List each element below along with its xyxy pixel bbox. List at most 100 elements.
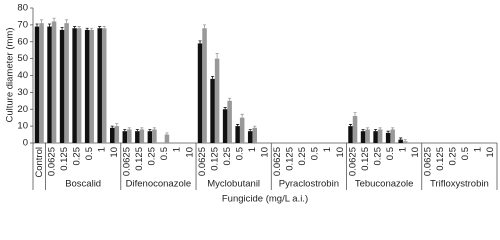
x-tick-label: 0.5 xyxy=(385,147,396,160)
x-tick-label: 0.25 xyxy=(222,147,233,166)
x-tick-label: 0.5 xyxy=(84,147,95,160)
bar xyxy=(247,131,253,143)
x-tick-label: 1 xyxy=(247,147,258,152)
error-bar xyxy=(102,26,106,29)
bar xyxy=(51,21,57,143)
bar xyxy=(377,129,383,143)
x-tick-label: 1 xyxy=(397,147,408,152)
error-bar xyxy=(215,53,219,59)
error-bar xyxy=(77,26,81,29)
y-tick-label: 40 xyxy=(17,70,28,81)
bar xyxy=(164,134,170,143)
group-label: Myclobutanil xyxy=(207,179,260,190)
error-bar xyxy=(349,124,353,127)
bar xyxy=(398,139,403,143)
x-tick-label: 0.125 xyxy=(134,147,145,171)
x-tick-label: 1 xyxy=(322,147,333,152)
bar xyxy=(360,131,366,143)
x-tick-label: 10 xyxy=(184,147,195,158)
error-bar xyxy=(152,127,156,130)
error-bar xyxy=(403,139,407,142)
error-bar xyxy=(48,23,52,27)
bar xyxy=(147,131,153,143)
bar xyxy=(348,126,353,143)
y-tick-label: 10 xyxy=(17,121,28,132)
y-tick-label: 50 xyxy=(17,53,28,64)
x-tick-label: 0.0625 xyxy=(347,147,358,176)
error-bar xyxy=(248,129,252,132)
error-bar xyxy=(115,123,119,127)
x-tick-label: 0.0625 xyxy=(272,147,283,176)
error-bar xyxy=(85,27,89,30)
x-tick-label: 0.125 xyxy=(59,147,70,171)
x-tick-label: 0.25 xyxy=(297,147,308,166)
bar xyxy=(227,100,232,143)
bar xyxy=(222,109,228,143)
error-bar xyxy=(123,129,127,132)
bar xyxy=(39,23,44,143)
x-tick-label: 10 xyxy=(335,147,346,158)
error-bar xyxy=(391,127,395,130)
x-tick-label: 10 xyxy=(410,147,421,158)
bar xyxy=(252,127,257,143)
error-bar xyxy=(60,27,64,30)
bar xyxy=(139,129,145,143)
x-tick-label: 0.0625 xyxy=(197,147,208,176)
x-tick-label: 0.125 xyxy=(360,147,371,171)
x-tick-label: 10 xyxy=(260,147,271,158)
bar xyxy=(373,131,378,143)
error-bar xyxy=(399,137,403,140)
error-bar xyxy=(65,19,69,24)
bar xyxy=(127,129,132,143)
error-bar xyxy=(366,127,370,130)
error-bar xyxy=(35,23,39,27)
x-tick-label: Control xyxy=(34,147,45,178)
bar xyxy=(152,129,157,143)
error-bar xyxy=(378,127,382,130)
bar xyxy=(34,26,40,143)
x-tick-label: 0.125 xyxy=(435,147,446,171)
bar xyxy=(76,28,82,143)
bar xyxy=(402,141,408,143)
error-bar xyxy=(198,40,202,44)
x-tick-label: 0.125 xyxy=(209,147,220,171)
error-bar xyxy=(253,125,257,128)
bar xyxy=(72,28,77,143)
x-tick-label: 0.5 xyxy=(310,147,321,160)
y-tick-label: 60 xyxy=(17,36,28,47)
bar xyxy=(122,131,128,143)
x-title: Fungicide (mg/L a.i.) xyxy=(222,194,308,205)
error-bar xyxy=(73,26,77,29)
group-label: Pyraclostrobin xyxy=(279,179,339,190)
bar xyxy=(385,132,391,143)
x-tick-label: 0.5 xyxy=(234,147,245,160)
chart: Culture diameter (mm) Fungicide (mg/L a.… xyxy=(5,3,498,205)
x-tick-label: 0.0625 xyxy=(423,147,434,176)
error-bar xyxy=(236,124,240,127)
x-tick-label: 10 xyxy=(109,147,120,158)
bar xyxy=(59,29,65,143)
bar xyxy=(89,29,94,143)
error-bar xyxy=(140,127,144,130)
x-tick-label: 0.5 xyxy=(460,147,471,160)
bar xyxy=(235,126,240,143)
bar xyxy=(114,126,120,143)
bar xyxy=(84,29,90,143)
error-bar xyxy=(135,129,139,132)
error-bar xyxy=(52,17,56,22)
x-tick-label: 0.25 xyxy=(71,147,82,166)
error-bar xyxy=(240,113,244,118)
y-tick-label: 0 xyxy=(23,138,28,149)
bar xyxy=(47,26,52,143)
x-tick-label: 10 xyxy=(485,147,496,158)
x-tick-label: 0.0625 xyxy=(46,147,57,176)
bar xyxy=(365,129,370,143)
bar xyxy=(239,117,245,143)
bar xyxy=(352,116,358,143)
bar xyxy=(97,28,102,143)
bar xyxy=(197,43,203,143)
error-bar xyxy=(374,129,378,132)
y-tick-label: 70 xyxy=(17,19,28,30)
group-label: Boscalid xyxy=(65,179,101,190)
bar xyxy=(109,127,115,143)
